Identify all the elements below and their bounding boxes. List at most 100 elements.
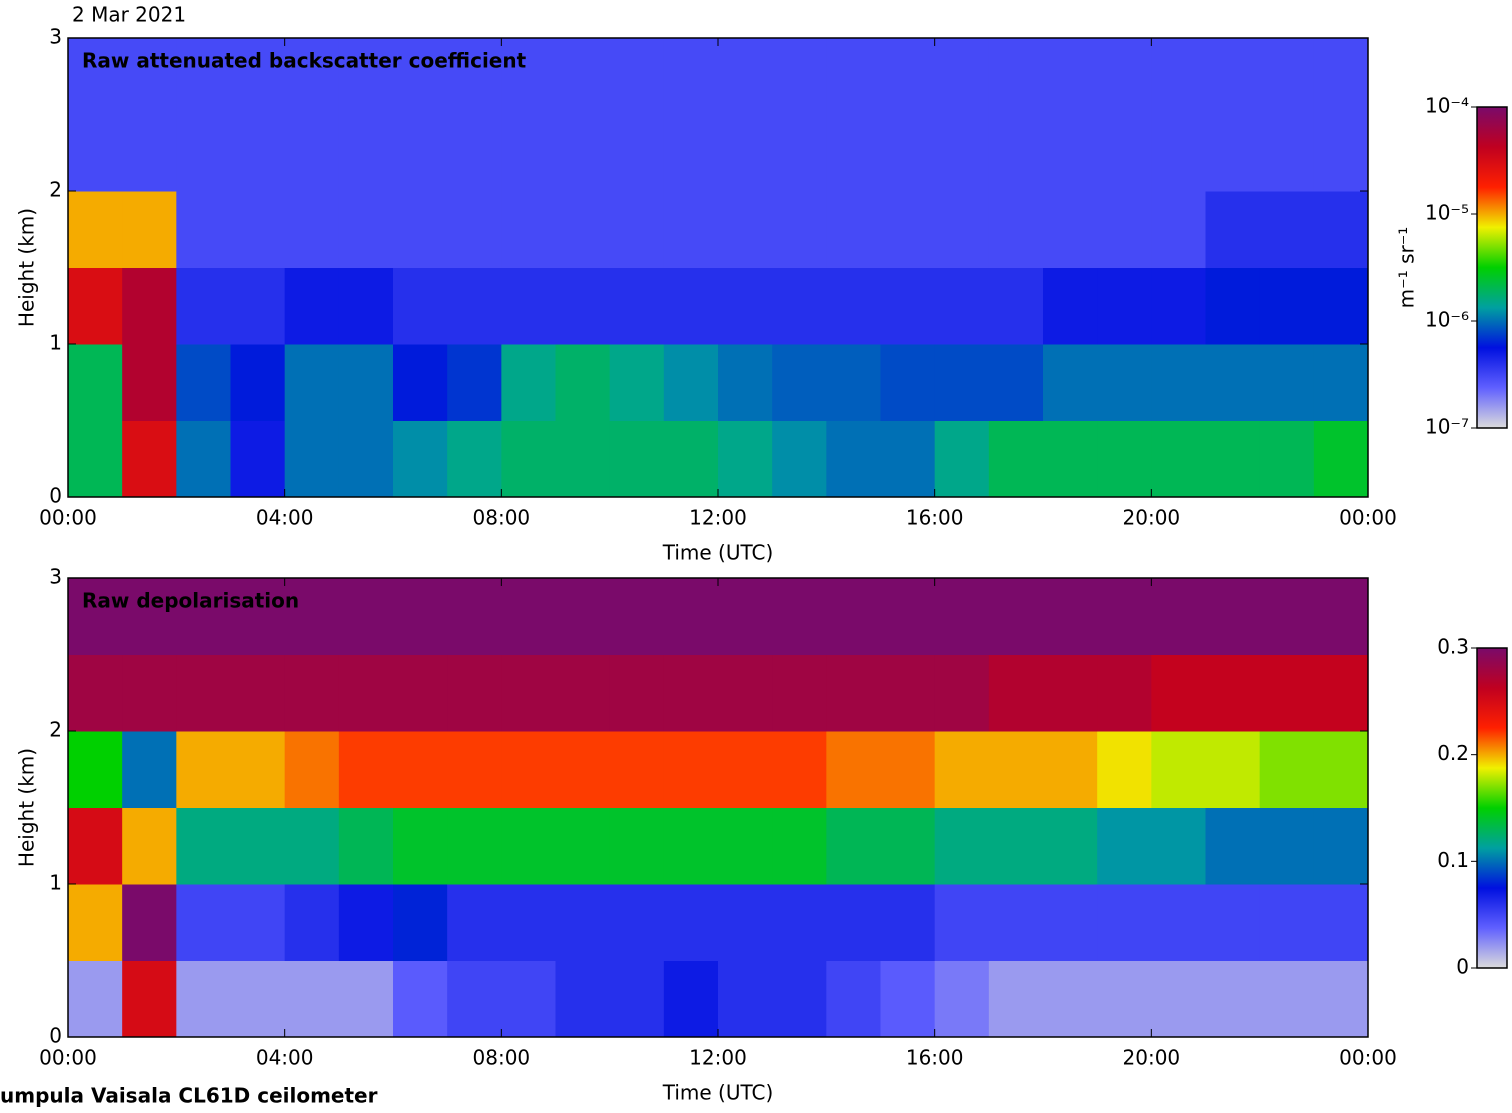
heatmap-cell xyxy=(1259,38,1315,115)
heatmap-cell xyxy=(447,960,502,1038)
heatmap-cell xyxy=(663,420,719,498)
heatmap-cell xyxy=(284,344,340,421)
heatmap-cell xyxy=(338,578,394,655)
heatmap-cell xyxy=(663,191,719,268)
heatmap-cell xyxy=(393,38,448,115)
heatmap-cell xyxy=(176,191,231,268)
heatmap-cell xyxy=(1151,191,1206,268)
heatmap-cell xyxy=(1259,654,1315,732)
heatmap-cell xyxy=(826,807,881,885)
heatmap-cell xyxy=(988,38,1044,115)
heatmap-cell xyxy=(555,731,611,808)
heatmap-cell xyxy=(230,884,286,961)
heatmap-cell xyxy=(880,191,936,268)
heatmap-cell xyxy=(176,38,231,115)
heatmap-cell xyxy=(772,578,827,655)
heatmap-cell xyxy=(826,884,881,961)
heatmap-cell xyxy=(1259,191,1315,268)
heatmap-cell xyxy=(122,807,177,885)
heatmap-cell xyxy=(1259,267,1315,345)
heatmap-cell xyxy=(988,578,1044,655)
y-tick-label: 3 xyxy=(49,25,62,49)
heatmap-cell xyxy=(1151,267,1206,345)
heatmap-cell xyxy=(1151,114,1206,192)
heatmap-cell xyxy=(122,267,177,345)
heatmap-cell xyxy=(176,344,231,421)
heatmap-cell xyxy=(1097,38,1152,115)
panel-title: Raw depolarisation xyxy=(82,589,299,613)
heatmap-cell xyxy=(1313,731,1369,808)
heatmap-cell xyxy=(1043,114,1098,192)
heatmap-cell xyxy=(1259,807,1315,885)
heatmap-cell xyxy=(501,267,556,345)
heatmap-cell xyxy=(122,578,177,655)
heatmap-cell xyxy=(176,114,231,192)
heatmap-cell xyxy=(772,420,827,498)
heatmap-cell xyxy=(609,38,665,115)
heatmap-cell xyxy=(338,731,394,808)
heatmap-cell xyxy=(1043,807,1098,885)
heatmap-cell xyxy=(609,807,665,885)
heatmap-cell xyxy=(284,420,340,498)
heatmap-cell xyxy=(230,267,286,345)
heatmap-cell xyxy=(1151,807,1206,885)
heatmap-cell xyxy=(338,960,394,1038)
heatmap-cell xyxy=(609,191,665,268)
heatmap-cell xyxy=(826,344,881,421)
heatmap-cell xyxy=(393,191,448,268)
heatmap-cell xyxy=(230,344,286,421)
heatmap-cell xyxy=(1043,731,1098,808)
heatmap-cell xyxy=(718,267,773,345)
heatmap-cell xyxy=(772,731,827,808)
heatmap-cell xyxy=(1043,191,1098,268)
x-axis-label: Time (UTC) xyxy=(662,541,774,565)
heatmap-cell xyxy=(393,654,448,732)
heatmap-cell xyxy=(338,38,394,115)
heatmap-cell xyxy=(230,191,286,268)
heatmap-cell xyxy=(934,191,990,268)
heatmap-cell xyxy=(772,960,827,1038)
heatmap-cell xyxy=(1205,344,1261,421)
heatmap-cell xyxy=(663,807,719,885)
heatmap-cell xyxy=(1259,960,1315,1038)
heatmap-cell xyxy=(230,807,286,885)
x-axis-label: Time (UTC) xyxy=(662,1081,774,1105)
heatmap-cell xyxy=(1151,38,1206,115)
heatmap-cell xyxy=(338,344,394,421)
heatmap-cell xyxy=(934,38,990,115)
heatmap-cell xyxy=(880,960,936,1038)
heatmap-cell xyxy=(122,420,177,498)
x-tick-label: 08:00 xyxy=(473,506,531,530)
heatmap-cell xyxy=(501,191,556,268)
heatmap-cell xyxy=(1205,191,1261,268)
heatmap-cell xyxy=(988,731,1044,808)
heatmap-cell xyxy=(555,654,611,732)
heatmap-cell xyxy=(1205,654,1261,732)
heatmap-cell xyxy=(1259,731,1315,808)
heatmap-cell xyxy=(663,578,719,655)
heatmap-cell xyxy=(284,884,340,961)
colorbar xyxy=(1476,647,1508,969)
heatmap-cell xyxy=(880,420,936,498)
x-tick-label: 20:00 xyxy=(1123,506,1181,530)
heatmap-cell xyxy=(718,38,773,115)
heatmap-cell xyxy=(338,884,394,961)
heatmap-cell xyxy=(68,191,123,268)
heatmap-cell xyxy=(447,731,502,808)
x-tick-label: 20:00 xyxy=(1123,1046,1181,1070)
heatmap-cell xyxy=(1097,884,1152,961)
x-tick-label: 16:00 xyxy=(906,506,964,530)
heatmap-cell xyxy=(284,114,340,192)
heatmap-cell xyxy=(1043,38,1098,115)
heatmap-cell xyxy=(772,807,827,885)
heatmap-cell xyxy=(68,807,123,885)
heatmap-cell xyxy=(284,807,340,885)
colorbar-label: m⁻¹ sr⁻¹ xyxy=(1395,227,1419,309)
heatmap-cell xyxy=(880,884,936,961)
heatmap-cell xyxy=(501,731,556,808)
heatmap-cell xyxy=(772,267,827,345)
heatmap-cell xyxy=(447,267,502,345)
heatmap-cell xyxy=(934,344,990,421)
heatmap-cell xyxy=(772,344,827,421)
colorbar-tick-label: 0 xyxy=(1456,955,1469,979)
